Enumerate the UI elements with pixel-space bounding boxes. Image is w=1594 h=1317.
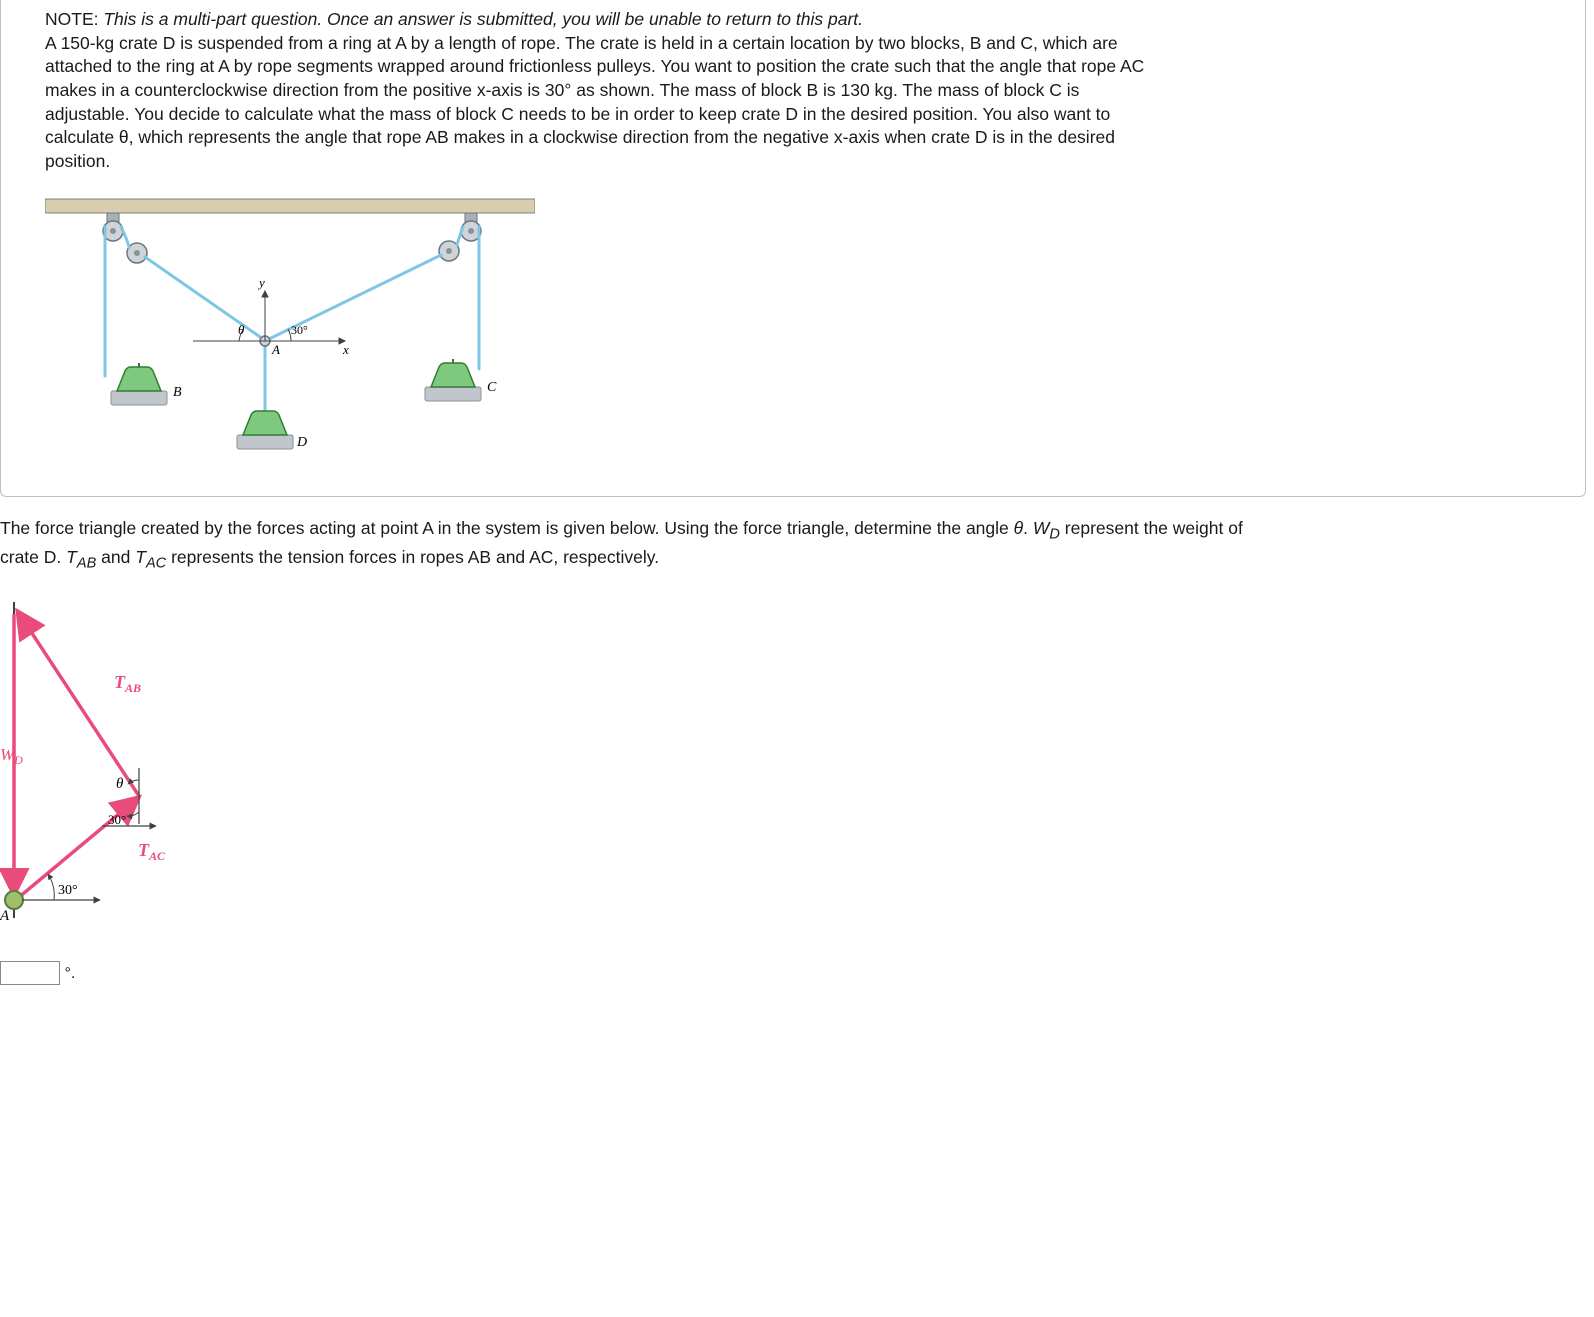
svg-text:B: B <box>173 385 182 400</box>
note-label: NOTE: <box>45 9 103 29</box>
part-prompt: The force triangle created by the forces… <box>0 517 1280 573</box>
question-text-block: NOTE: This is a multi-part question. Onc… <box>1 0 1185 173</box>
pulley-b-lower-hub <box>134 250 140 256</box>
label-30: 30° <box>291 323 308 337</box>
label-30-mid: 30° <box>108 812 126 827</box>
block-c: C <box>425 359 497 401</box>
answer-row: °. <box>0 961 1594 985</box>
vector-tab <box>18 612 139 796</box>
block-b: B <box>111 363 182 405</box>
answer-unit: °. <box>64 965 75 982</box>
note-body: This is a multi-part question. Once an a… <box>103 9 863 29</box>
force-triangle-figure: WD TAB TAC θ 30° 30° A <box>0 598 1594 933</box>
arc-at-a <box>48 874 54 900</box>
axes <box>193 291 345 344</box>
svg-text:C: C <box>487 380 497 395</box>
label-x: x <box>342 342 349 357</box>
svg-text:D: D <box>296 435 307 450</box>
ropes <box>105 227 479 413</box>
problem-statement: A 150-kg crate D is suspended from a rin… <box>45 33 1144 171</box>
label-a: A <box>271 342 280 357</box>
label-tab: TAB <box>114 672 141 695</box>
answer-input[interactable] <box>0 961 60 985</box>
pulley-b-hub <box>110 228 116 234</box>
system-figure: y x A 30° θ B C D <box>45 191 1585 456</box>
label-y: y <box>257 275 265 290</box>
part-text-content: The force triangle created by the forces… <box>0 518 1243 566</box>
label-wd: WD <box>0 745 23 767</box>
label-tac: TAC <box>138 840 166 863</box>
label-30-bottom: 30° <box>58 883 78 898</box>
pulley-c-lower-hub <box>446 248 452 254</box>
block-d: D <box>237 411 307 450</box>
label-theta-mid: θ <box>116 776 124 792</box>
ring-a-triangle <box>5 891 23 909</box>
ceiling-beam <box>45 199 535 213</box>
question-card: NOTE: This is a multi-part question. Onc… <box>0 0 1586 497</box>
pulley-c-hub <box>468 228 474 234</box>
label-a-triangle: A <box>0 908 10 924</box>
label-theta: θ <box>238 322 245 337</box>
